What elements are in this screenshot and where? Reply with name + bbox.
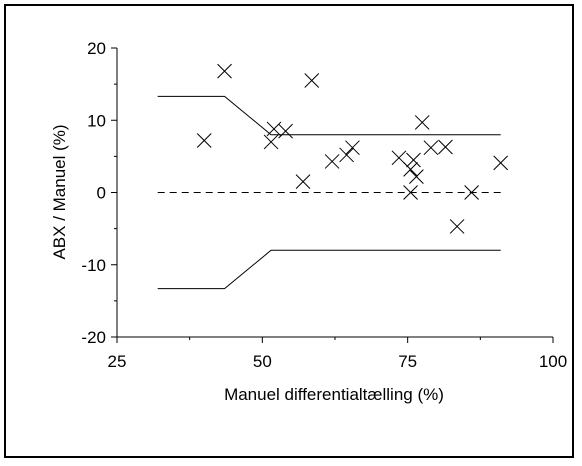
data-point-stroke xyxy=(449,219,465,234)
data-point xyxy=(409,169,424,184)
data-point xyxy=(345,140,360,156)
data-point xyxy=(196,133,212,148)
x-tick-label: 100 xyxy=(539,352,567,371)
data-point xyxy=(414,115,430,130)
data-point-stroke xyxy=(196,133,212,148)
data-point xyxy=(295,174,311,190)
data-point xyxy=(438,139,453,155)
chart-frame xyxy=(4,4,574,458)
limit-lines xyxy=(157,95,501,290)
data-point xyxy=(278,123,293,139)
data-point-stroke xyxy=(414,115,430,130)
limit-line xyxy=(157,249,501,290)
data-point xyxy=(403,185,418,200)
data-points xyxy=(196,63,509,234)
data-point-stroke xyxy=(406,152,421,168)
y-tick-label: 10 xyxy=(87,111,106,130)
limit-line xyxy=(157,95,501,136)
data-point-stroke xyxy=(345,140,360,156)
x-tick-label: 75 xyxy=(398,352,417,371)
y-tick-label: 0 xyxy=(97,184,106,203)
data-point xyxy=(403,162,418,177)
data-point xyxy=(406,152,421,168)
y-axis-label: ABX / Manuel (%) xyxy=(50,124,69,259)
data-point-stroke xyxy=(438,139,453,155)
data-point xyxy=(263,134,279,150)
data-point xyxy=(493,155,509,171)
data-point xyxy=(217,63,232,79)
data-point-stroke xyxy=(409,169,424,184)
data-point xyxy=(304,73,320,88)
x-tick-label: 50 xyxy=(253,352,272,371)
axes xyxy=(111,47,554,343)
data-point xyxy=(449,219,465,234)
data-point-stroke xyxy=(464,185,479,200)
data-point-stroke xyxy=(339,147,354,163)
data-point-stroke xyxy=(217,63,232,79)
data-point-stroke xyxy=(423,140,439,156)
y-tick-label: 20 xyxy=(87,39,106,58)
data-point-stroke xyxy=(304,73,320,88)
data-point xyxy=(423,140,439,156)
data-point-stroke xyxy=(295,174,311,190)
data-point xyxy=(464,185,479,200)
y-tick-label: -10 xyxy=(81,256,106,275)
data-point-stroke xyxy=(263,134,279,150)
data-point xyxy=(339,147,354,163)
data-point-stroke xyxy=(403,162,418,177)
data-point xyxy=(324,154,340,169)
data-point-stroke xyxy=(324,154,340,169)
x-tick-label: 25 xyxy=(108,352,127,371)
data-point-stroke xyxy=(391,150,407,166)
data-point-stroke xyxy=(403,185,418,200)
data-point-stroke xyxy=(278,123,293,139)
data-point-stroke xyxy=(493,155,509,171)
x-axis-label: Manuel differentialtælling (%) xyxy=(224,385,444,404)
y-tick-label: -20 xyxy=(81,328,106,347)
